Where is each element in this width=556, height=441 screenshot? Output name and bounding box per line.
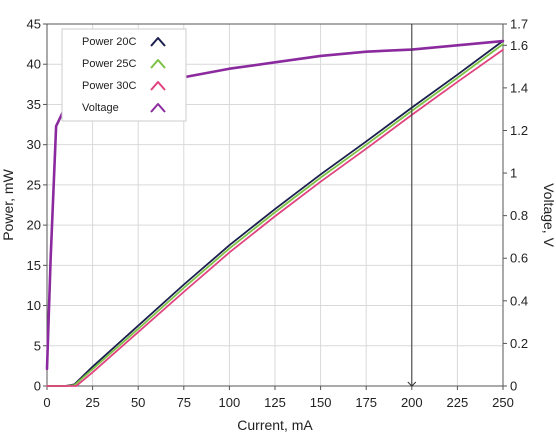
x-tick-label: 125 — [264, 395, 286, 410]
y-right-tick-label: 0.4 — [510, 293, 528, 308]
y-right-axis-title: Voltage, V — [541, 183, 556, 247]
legend-item: Power 30C — [82, 80, 166, 92]
y-left-tick-label: 25 — [27, 177, 41, 192]
x-tick-label: 75 — [177, 395, 191, 410]
y-left-axis-ticks: 0 5 10 15 20 25 30 35 40 45 — [27, 17, 47, 394]
legend-label: Power 20C — [82, 36, 136, 48]
legend-label: Power 30C — [82, 80, 136, 92]
y-right-tick-label: 0.2 — [510, 336, 528, 351]
legend: Power 20C Power 25C Power 30C Voltage — [61, 28, 187, 122]
y-right-tick-label: 1 — [510, 166, 517, 181]
y-right-tick-label: 1.6 — [510, 38, 528, 53]
y-right-tick-label: 0 — [510, 379, 517, 394]
legend-label: Power 25C — [82, 58, 136, 70]
y-left-tick-label: 10 — [27, 298, 41, 313]
x-tick-label: 150 — [310, 395, 332, 410]
y-left-tick-label: 30 — [27, 137, 41, 152]
x-tick-label: 225 — [447, 395, 469, 410]
legend-item: Power 20C — [82, 36, 166, 48]
legend-marker-icon — [150, 103, 166, 113]
x-tick-label: 100 — [219, 395, 241, 410]
legend-item: Voltage — [82, 102, 166, 114]
x-tick-label: 175 — [355, 395, 377, 410]
y-left-tick-label: 45 — [27, 17, 41, 32]
legend-marker-icon — [150, 37, 166, 47]
y-right-tick-label: 0.6 — [510, 251, 528, 266]
x-axis-ticks: 0 25 50 75 100 125 150 175 200 225 250 — [43, 386, 514, 410]
y-left-tick-label: 20 — [27, 218, 41, 233]
legend-marker-icon — [150, 59, 166, 69]
y-right-tick-label: 1.4 — [510, 80, 528, 95]
y-right-tick-label: 1.7 — [510, 17, 528, 32]
x-tick-label: 250 — [492, 395, 514, 410]
y-right-tick-label: 1.2 — [510, 123, 528, 138]
legend-label: Voltage — [82, 102, 119, 114]
y-right-tick-label: 0.8 — [510, 208, 528, 223]
legend-item: Power 25C — [82, 58, 166, 70]
legend-marker-icon — [150, 81, 166, 91]
cursor-marker-icon[interactable] — [407, 381, 417, 387]
y-left-tick-label: 0 — [34, 379, 41, 394]
y-left-tick-label: 15 — [27, 258, 41, 273]
x-tick-label: 200 — [401, 395, 423, 410]
y-left-tick-label: 5 — [34, 338, 41, 353]
y-left-tick-label: 40 — [27, 57, 41, 72]
x-tick-label: 50 — [131, 395, 145, 410]
y-right-axis-ticks: 0 0.2 0.4 0.6 0.8 1 1.2 1.4 1.6 1.7 — [503, 17, 528, 394]
y-left-axis-title: Power, mW — [0, 168, 16, 240]
x-axis-title: Current, mA — [237, 417, 313, 433]
y-left-tick-label: 35 — [27, 97, 41, 112]
x-tick-label: 0 — [43, 395, 50, 410]
x-tick-label: 25 — [85, 395, 99, 410]
legend-box — [61, 28, 187, 122]
